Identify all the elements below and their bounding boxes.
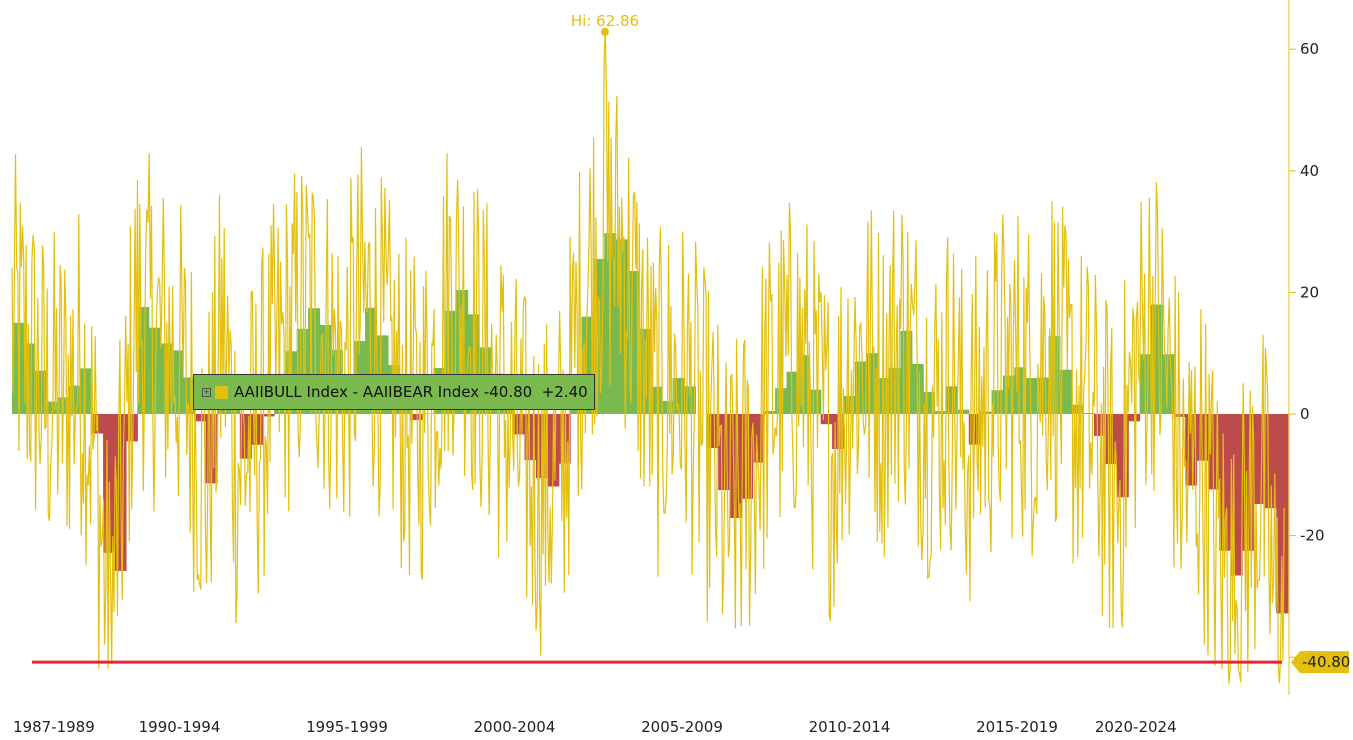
area-column — [763, 411, 776, 414]
x-tick-label: 2020-2024 — [1095, 718, 1177, 736]
x-tick-label: 1987-1989 — [13, 718, 95, 736]
x-tick-label: 2005-2009 — [641, 718, 723, 736]
legend-swatch — [215, 385, 228, 399]
area-column — [80, 368, 93, 414]
area-column — [934, 411, 947, 414]
y-tick-label: 0 — [1300, 405, 1310, 423]
x-axis: 1987-1989 1990-1994 1995-1999 2000-2004 2005… — [13, 718, 1177, 736]
y-tick-label: 60 — [1300, 40, 1319, 58]
legend-label: AAIIBULL Index - AAIIBEAR Index -40.80 +… — [234, 383, 588, 401]
legend[interactable]: + AAIIBULL Index - AAIIBEAR Index -40.80… — [193, 374, 595, 410]
x-tick-label: 2015-2019 — [976, 718, 1058, 736]
area-column — [1059, 369, 1072, 414]
area-column — [957, 409, 970, 414]
area-column — [820, 414, 833, 425]
reference-tag-shape — [1291, 651, 1349, 674]
y-tick-label: 20 — [1300, 283, 1319, 301]
x-tick-label: 2000-2004 — [474, 718, 556, 736]
area-column — [786, 371, 799, 414]
x-tick-label: 1990-1994 — [139, 718, 221, 736]
x-tick-label: 2010-2014 — [809, 718, 891, 736]
high-label: Hi: 62.86 — [571, 12, 639, 30]
area-column — [194, 414, 207, 422]
y-tick-label: 40 — [1300, 162, 1319, 180]
high-marker: Hi: 62.86 — [571, 12, 639, 36]
area-column — [1025, 378, 1038, 414]
reference-tag: -40.80 — [1291, 651, 1350, 674]
area-column — [854, 361, 867, 414]
area-column — [1276, 414, 1289, 614]
area-column — [125, 414, 138, 442]
x-tick-label: 1995-1999 — [306, 718, 388, 736]
high-dot — [600, 27, 609, 36]
area-column — [1253, 414, 1266, 504]
area-column — [34, 370, 47, 414]
area-column — [148, 327, 161, 414]
reference-tag-label: -40.80 — [1302, 653, 1350, 671]
expand-icon[interactable]: + — [202, 387, 211, 397]
y-tick-label: -20 — [1300, 527, 1325, 545]
area-column — [706, 414, 719, 448]
weekly-line-layer — [11, 31, 1285, 685]
area-column — [513, 414, 526, 435]
area-column — [410, 414, 423, 421]
series-line — [11, 31, 1285, 685]
